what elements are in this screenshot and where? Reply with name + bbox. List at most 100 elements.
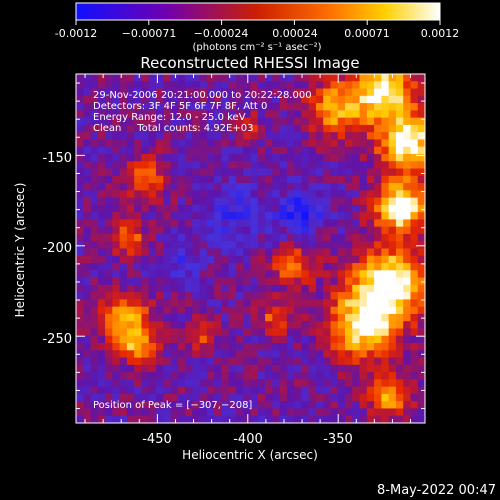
- heatmap-cell: [148, 350, 157, 359]
- heatmap-cell: [395, 233, 404, 242]
- heatmap-cell: [337, 146, 346, 155]
- heatmap-cell: [381, 263, 390, 271]
- heatmap-cell: [155, 226, 164, 235]
- heatmap-cell: [90, 284, 99, 293]
- heatmap-cell: [345, 401, 353, 410]
- heatmap-cell: [294, 241, 302, 250]
- heatmap-cell: [148, 277, 157, 286]
- heatmap-cell: [410, 81, 419, 90]
- heatmap-cell: [243, 328, 252, 337]
- heatmap-cell: [330, 350, 339, 359]
- heatmap-cell: [206, 117, 215, 126]
- heatmap-cell: [345, 132, 353, 141]
- heatmap-cell: [337, 393, 346, 402]
- heatmap-cell: [83, 175, 92, 184]
- heatmap-cell: [395, 161, 404, 170]
- heatmap-cell: [359, 335, 368, 344]
- heatmap-cell: [272, 168, 281, 177]
- heatmap-cell: [395, 255, 404, 264]
- heatmap-cell: [206, 95, 215, 104]
- heatmap-cell: [257, 175, 266, 184]
- heatmap-cell: [243, 364, 252, 373]
- heatmap-cell: [214, 153, 223, 162]
- heatmap-cell: [112, 372, 121, 380]
- heatmap-cell: [177, 372, 186, 380]
- heatmap-cell: [345, 81, 353, 90]
- heatmap-cell: [221, 197, 230, 206]
- heatmap-cell: [170, 408, 179, 417]
- heatmap-cell: [410, 161, 419, 170]
- heatmap-cell: [221, 88, 230, 97]
- heatmap-cell: [221, 190, 230, 199]
- heatmap-cell: [206, 197, 215, 206]
- heatmap-cell: [119, 284, 128, 293]
- heatmap-cell: [228, 386, 237, 395]
- heatmap-cell: [381, 204, 390, 213]
- heatmap-cell: [417, 328, 425, 337]
- heatmap-cell: [119, 408, 128, 417]
- heatmap-cell: [97, 386, 106, 395]
- heatmap-cell: [388, 117, 397, 126]
- heatmap-cell: [112, 379, 121, 388]
- heatmap-cell: [381, 292, 390, 300]
- heatmap-cell: [126, 277, 135, 286]
- heatmap-cell: [119, 270, 128, 279]
- heatmap-cell: [250, 197, 259, 206]
- heatmap-cell: [235, 219, 244, 228]
- heatmap-cell: [374, 161, 382, 170]
- heatmap-cell: [90, 110, 99, 119]
- heatmap-cell: [410, 408, 419, 417]
- heatmap-cell: [388, 364, 397, 373]
- heatmap-cell: [97, 183, 106, 191]
- heatmap-cell: [323, 415, 332, 423]
- heatmap-cell: [141, 161, 150, 170]
- heatmap-cell: [395, 393, 404, 402]
- heatmap-cell: [206, 328, 215, 337]
- heatmap-cell: [388, 212, 397, 221]
- heatmap-cell: [163, 328, 172, 337]
- heatmap-cell: [177, 277, 186, 286]
- heatmap-cell: [330, 263, 339, 271]
- heatmap-cell: [206, 161, 215, 170]
- heatmap-cell: [381, 88, 390, 97]
- heatmap-cell: [192, 139, 201, 148]
- heatmap-cell: [315, 153, 324, 162]
- heatmap-cell: [192, 255, 201, 264]
- heatmap-cell: [119, 183, 128, 191]
- heatmap-cell: [228, 132, 237, 141]
- heatmap-cell: [330, 357, 339, 366]
- heatmap-cell: [148, 161, 157, 170]
- heatmap-cell: [235, 357, 244, 366]
- heatmap-cell: [345, 343, 353, 351]
- heatmap-cell: [214, 204, 223, 213]
- heatmap-cell: [155, 241, 164, 250]
- heatmap-cell: [235, 255, 244, 264]
- heatmap-cell: [228, 190, 237, 199]
- heatmap-cell: [410, 321, 419, 330]
- y-tick-label: -150: [42, 151, 72, 166]
- heatmap-cell: [410, 357, 419, 366]
- heatmap-cell: [257, 263, 266, 271]
- heatmap-cell: [265, 335, 273, 344]
- heatmap-cell: [163, 146, 172, 155]
- heatmap-cell: [163, 233, 172, 242]
- heatmap-cell: [345, 103, 353, 111]
- heatmap-cell: [206, 204, 215, 213]
- heatmap-cell: [323, 139, 332, 148]
- heatmap-cell: [395, 277, 404, 286]
- heatmap-cell: [265, 197, 273, 206]
- heatmap-cell: [235, 103, 244, 111]
- heatmap-cell: [315, 335, 324, 344]
- heatmap-cell: [294, 415, 302, 423]
- heatmap-cell: [323, 161, 332, 170]
- heatmap-cell: [206, 350, 215, 359]
- heatmap-cell: [97, 299, 106, 308]
- heatmap-cell: [352, 190, 361, 199]
- heatmap-cell: [388, 401, 397, 410]
- heatmap-cell: [403, 233, 412, 242]
- heatmap-cell: [308, 146, 317, 155]
- heatmap-cell: [243, 146, 252, 155]
- heatmap-cell: [177, 168, 186, 177]
- heatmap-cell: [345, 255, 353, 264]
- heatmap-cell: [294, 393, 302, 402]
